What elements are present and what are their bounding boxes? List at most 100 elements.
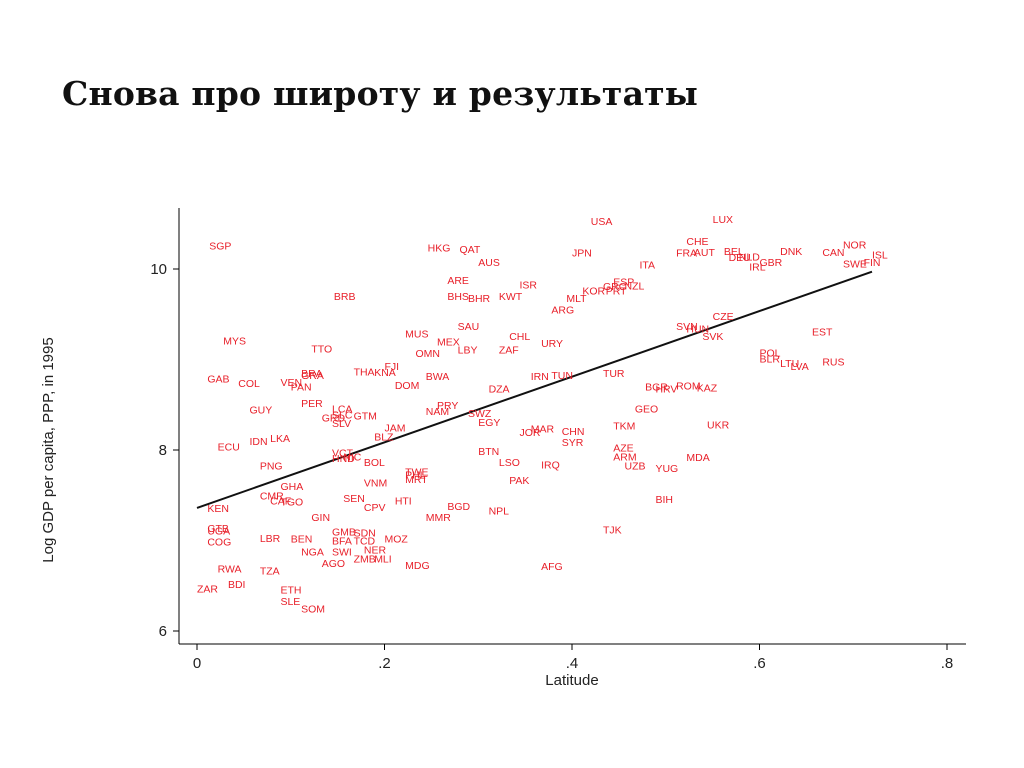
point-label-ecu: ECU [218,441,240,453]
point-label-afg: AFG [541,561,563,573]
point-label-hti: HTI [395,496,412,508]
point-label-gra: GRA [301,370,324,382]
point-label-lka: LKA [270,433,290,445]
point-label-bgr: BGR [645,382,668,394]
point-label-lva: LVA [790,361,808,373]
point-label-bhr: BHR [468,293,491,305]
x-tick-label: 0 [193,655,201,672]
point-label-rus: RUS [822,356,844,368]
point-label-twe: TWE [405,467,428,479]
point-label-mmr: MMR [426,512,451,524]
point-label-aut: AUT [694,247,716,259]
point-label-jpn: JPN [572,248,592,260]
point-label-tkm: TKM [613,421,635,433]
x-tick-label: .6 [753,655,766,672]
point-label-bel: BEL [724,246,744,258]
point-label-geo: GEO [635,403,658,415]
point-label-swi: SWI [332,546,352,558]
point-label-egy: EGY [478,417,500,429]
point-label-fra: FRA [676,248,697,260]
point-label-hun: HUN [686,324,709,336]
point-label-bol: BOL [364,457,385,469]
point-label-uzb: UZB [625,460,646,472]
point-label-esp: ESP [613,277,634,289]
point-label-aus: AUS [478,257,500,269]
point-label-rwa: RWA [218,564,242,576]
fit-line-group [196,270,873,509]
point-label-irq: IRQ [541,459,560,471]
point-label-sle: SLE [280,596,300,608]
point-label-kna: KNA [374,367,396,379]
point-label-ben: BEN [291,534,313,546]
point-label-aze: AZE [613,442,633,454]
point-label-nor: NOR [843,240,867,252]
point-label-kaz: KAZ [697,383,718,395]
point-label-lso: LSO [499,457,520,469]
point-label-grc: GRC [603,281,627,293]
y-tick-label: 10 [150,261,167,278]
point-label-tgo: TGO [280,497,303,509]
point-label-pol: POL [760,347,781,359]
point-label-brb: BRB [334,291,356,303]
point-label-hnd: HND [332,453,355,465]
point-label-tha: THA [354,366,375,378]
point-label-ita: ITA [640,259,656,271]
point-label-per: PER [301,398,323,410]
slide-title: Снова про широту и результаты [62,74,699,113]
point-label-nga: NGA [301,546,324,558]
point-label-che: CHE [686,236,708,248]
y-axis-label: Log GDP per capita, PPP, in 1995 [40,337,57,562]
point-label-mda: MDA [686,452,709,464]
point-label-mlt: MLT [566,293,587,305]
point-label-uga: UGA [207,526,230,538]
fit-line [196,270,873,509]
point-label-arg: ARG [551,305,574,317]
point-label-ken: KEN [207,503,229,515]
point-label-kwt: KWT [499,291,523,303]
point-label-guy: GUY [250,404,273,416]
point-label-svn: SVN [676,321,698,333]
x-tick-label: .4 [566,655,579,672]
point-label-gbr: GBR [760,257,783,269]
point-label-gin: GIN [311,512,330,524]
point-label-lby: LBY [458,345,478,357]
point-label-zar: ZAR [197,583,218,595]
point-label-mex: MEX [437,336,460,348]
point-label-ukr: UKR [707,420,730,432]
point-label-prt: PRT [606,286,627,298]
point-label-ury: URY [541,338,563,350]
point-label-moz: MOZ [385,534,409,546]
point-label-kor: KOR [582,286,605,298]
axis-labels: Latitude Log GDP per capita, PPP, in 1995 [40,337,599,689]
point-label-phl: PHL [405,469,426,481]
point-label-syr: SYR [562,437,584,449]
point-label-zaf: ZAF [499,345,519,357]
point-label-pry: PRY [437,400,458,412]
point-label-mus: MUS [405,328,428,340]
point-label-btn: BTN [478,446,499,458]
point-label-ner: NER [364,545,387,557]
point-label-som: SOM [301,603,325,615]
point-label-irn: IRN [531,371,549,383]
point-label-isr: ISR [520,279,538,291]
point-label-tto: TTO [311,344,332,356]
point-label-are: ARE [447,275,469,287]
point-label-grd: GRD [322,412,346,424]
point-label-hrv: HRV [655,383,677,395]
point-label-gtb: GTB [207,523,229,535]
point-label-gmb: GMB [332,526,356,538]
point-label-dza: DZA [489,383,510,395]
point-label-bra: BRA [301,368,323,380]
point-label-tjk: TJK [603,525,622,537]
point-label-tza: TZA [260,565,280,577]
point-label-ltu: LTU [780,358,799,370]
y-tick-label: 6 [159,623,167,640]
point-label-deu: DEU [729,252,751,264]
point-label-lbr: LBR [260,533,281,545]
x-tick-label: .8 [941,655,954,672]
point-label-fji: FJI [385,361,400,373]
point-label-blr: BLR [760,354,781,366]
point-label-sdn: SDN [354,527,376,539]
point-label-mys: MYS [223,335,246,347]
